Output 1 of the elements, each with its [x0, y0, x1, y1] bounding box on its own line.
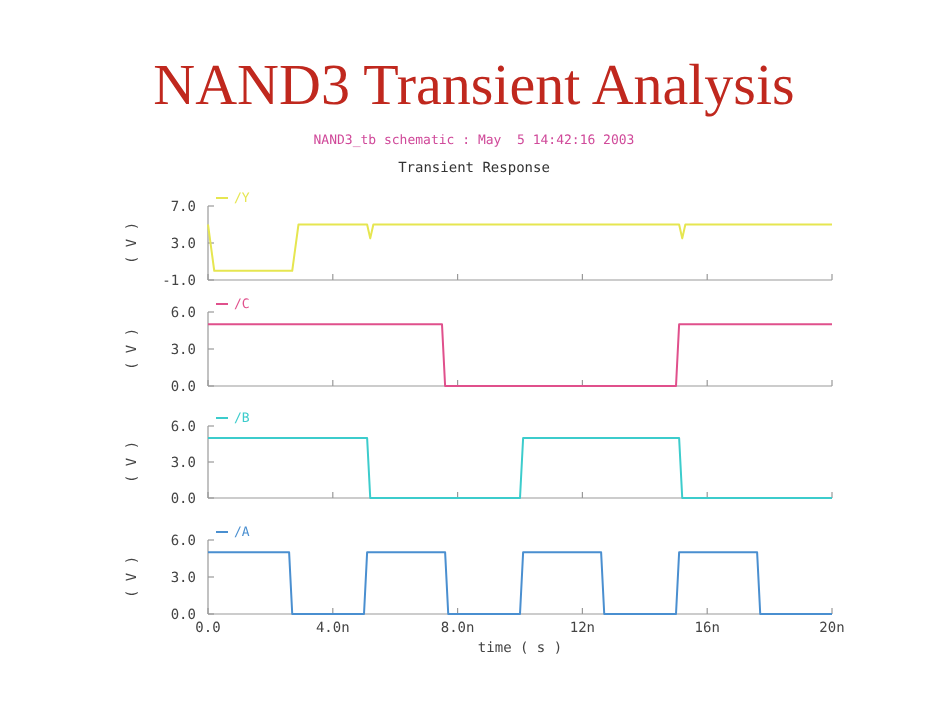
chart-title: NAND3 Transient Analysis: [153, 54, 795, 118]
